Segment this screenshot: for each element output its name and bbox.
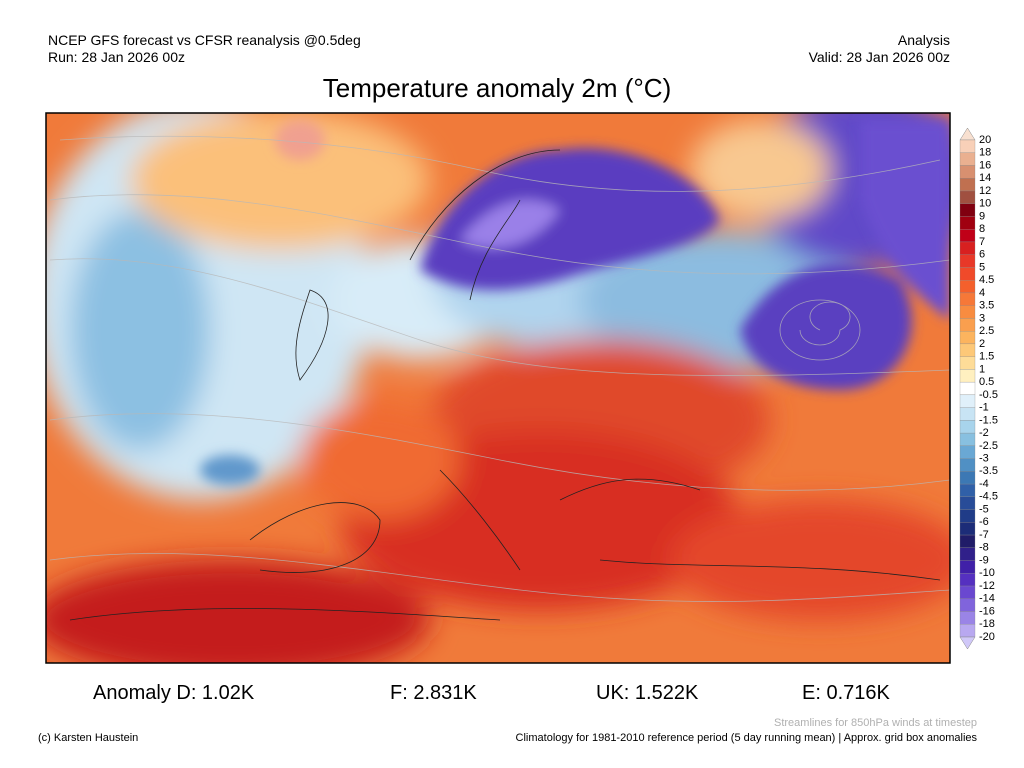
colorbar-box	[959, 292, 976, 306]
colorbar-box	[959, 407, 976, 421]
colorbar-box	[959, 458, 976, 472]
colorbar-box	[959, 331, 976, 345]
colorbar-box	[959, 165, 976, 179]
colorbar-box	[959, 420, 976, 434]
colorbar-box	[959, 394, 976, 408]
colorbar-label: 2	[979, 338, 985, 350]
colorbar-label: -4.5	[979, 491, 998, 503]
header-right-2: Valid: 28 Jan 2026 00z	[809, 49, 950, 65]
colorbar-box	[959, 254, 976, 268]
colorbar-label: 14	[979, 172, 991, 184]
colorbar-label: -14	[979, 593, 995, 605]
colorbar-label: -8	[979, 542, 989, 554]
colorbar-label: -1.5	[979, 414, 998, 426]
colorbar-box	[959, 139, 976, 153]
colorbar-box	[959, 522, 976, 536]
colorbar-label: -16	[979, 605, 995, 617]
colorbar-label: 3.5	[979, 300, 994, 312]
colorbar-box	[959, 381, 976, 396]
map	[46, 113, 950, 663]
colorbar-label: -3	[979, 452, 989, 464]
colorbar-box	[959, 483, 976, 497]
colorbar-label: -20	[979, 631, 995, 643]
colorbar-label: -12	[979, 580, 995, 592]
header-left-2: Run: 28 Jan 2026 00z	[48, 49, 185, 65]
colorbar-box	[959, 509, 976, 523]
anomaly-label: F: 2.831K	[390, 682, 477, 704]
colorbar-box	[959, 534, 976, 548]
colorbar-label: -10	[979, 567, 995, 579]
colorbar-label: -4	[979, 478, 989, 490]
colorbar-box	[959, 624, 976, 638]
colorbar-label: -7	[979, 529, 989, 541]
anomaly-label: E: 0.716K	[802, 682, 891, 704]
colorbar-box	[959, 203, 976, 217]
colorbar-box	[959, 305, 976, 319]
colorbar-label: 9	[979, 210, 985, 222]
copyright: (c) Karsten Haustein	[38, 732, 138, 744]
colorbar-box	[959, 343, 976, 357]
colorbar-label: -6	[979, 516, 989, 528]
colorbar-label: 1.5	[979, 351, 994, 363]
colorbar-label: 2.5	[979, 325, 994, 337]
colorbar-label: 20	[979, 134, 991, 146]
colorbar-box	[959, 598, 976, 612]
colorbar-label: 7	[979, 236, 985, 248]
colorbar-label: -18	[979, 618, 995, 630]
streamline-note: Streamlines for 850hPa winds at timestep	[774, 717, 977, 729]
colorbar-label: -9	[979, 554, 989, 566]
colorbar-box	[959, 267, 976, 281]
header-left-1: NCEP GFS forecast vs CFSR reanalysis @0.…	[48, 32, 361, 48]
colorbar-label: 3	[979, 312, 985, 324]
colorbar-label: -3.5	[979, 465, 998, 477]
colorbar-box	[959, 611, 976, 625]
anomaly-label: Anomaly D: 1.02K	[93, 682, 255, 704]
colorbar-box	[959, 471, 976, 485]
map-frame	[45, 112, 951, 664]
colorbar-label: -2.5	[979, 440, 998, 452]
colorbar-box	[959, 445, 976, 459]
colorbar-label: 1	[979, 363, 985, 375]
colorbar-label: 16	[979, 159, 991, 171]
colorbar-box	[959, 229, 976, 243]
anomaly-label: UK: 1.522K	[596, 682, 699, 704]
colorbar-box	[959, 190, 976, 204]
map-title: Temperature anomaly 2m (°C)	[323, 73, 672, 103]
colorbar-box	[959, 318, 976, 332]
colorbar-label: 0.5	[979, 376, 994, 388]
colorbar-label: 5	[979, 261, 985, 273]
colorbar-box	[959, 216, 976, 230]
colorbar-box	[959, 241, 976, 255]
colorbar-box	[959, 585, 976, 599]
colorbar-box	[959, 369, 976, 383]
colorbar-label: 8	[979, 223, 985, 235]
colorbar-box	[959, 547, 976, 561]
colorbar-label: -1	[979, 402, 989, 414]
colorbar: 201816141210987654.543.532.521.510.5-0.5…	[959, 127, 998, 650]
colorbar-label: -5	[979, 503, 989, 515]
colorbar-box	[959, 573, 976, 587]
colorbar-box	[959, 432, 976, 446]
colorbar-label: 4.5	[979, 274, 994, 286]
header-right-1: Analysis	[898, 32, 950, 48]
colorbar-label: -0.5	[979, 389, 998, 401]
colorbar-label: 6	[979, 249, 985, 261]
colorbar-box	[959, 356, 976, 370]
colorbar-label: 18	[979, 147, 991, 159]
colorbar-box	[959, 496, 976, 510]
colorbar-box	[959, 280, 976, 294]
colorbar-label: 10	[979, 198, 991, 210]
colorbar-box	[959, 152, 976, 166]
colorbar-label: -2	[979, 427, 989, 439]
colorbar-box	[959, 560, 976, 574]
colorbar-arrow	[959, 636, 976, 650]
colorbar-label: 4	[979, 287, 985, 299]
colorbar-box	[959, 178, 976, 192]
colorbar-label: 12	[979, 185, 991, 197]
colorbar-arrow	[959, 127, 976, 141]
climatology-note: Climatology for 1981-2010 reference peri…	[516, 732, 978, 744]
